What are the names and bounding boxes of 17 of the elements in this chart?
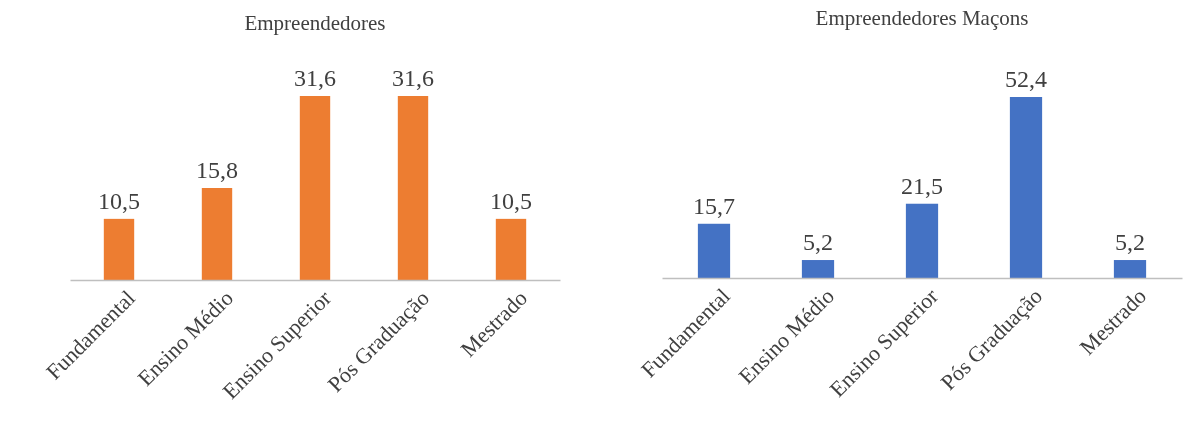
data-label: 10,5 bbox=[98, 187, 140, 214]
bar bbox=[1113, 260, 1147, 278]
data-label: 21,5 bbox=[901, 172, 943, 199]
bar bbox=[905, 203, 939, 278]
chart-title: Empreendedores Maçons bbox=[815, 6, 1029, 30]
data-label: 15,8 bbox=[196, 157, 238, 183]
data-label: 5,2 bbox=[803, 229, 833, 256]
bar bbox=[1009, 97, 1043, 278]
data-label: 52,4 bbox=[1005, 66, 1047, 92]
bar bbox=[801, 260, 835, 278]
data-label: 15,7 bbox=[693, 192, 735, 219]
data-label: 31,6 bbox=[392, 65, 434, 91]
chart-title: Empreendedores bbox=[244, 11, 386, 35]
data-label: 31,6 bbox=[294, 65, 336, 91]
bar bbox=[697, 223, 731, 278]
data-label: 5,2 bbox=[1115, 229, 1145, 256]
data-label: 10,5 bbox=[490, 187, 532, 214]
